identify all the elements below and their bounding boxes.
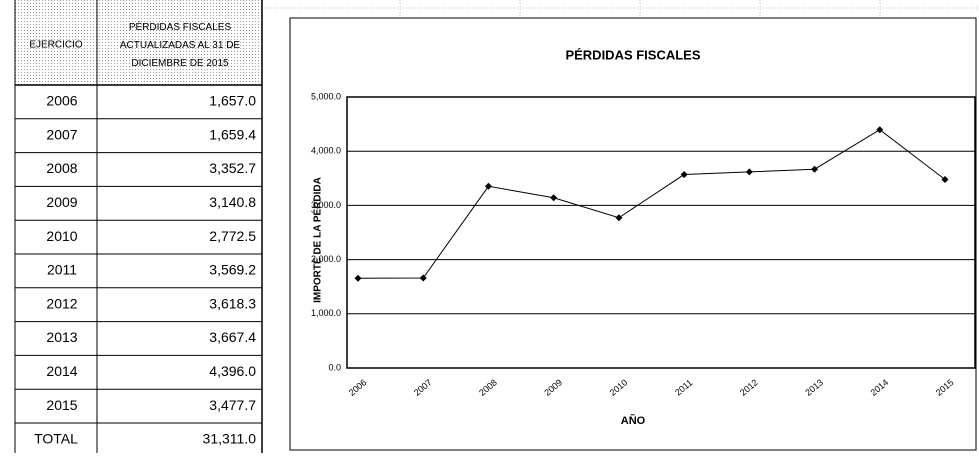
y-tick-label: 3,000.0 [311, 200, 341, 210]
cell-value: 1,659.4 [209, 126, 256, 142]
cell-value: 3,140.8 [209, 194, 256, 210]
data-point [811, 165, 819, 173]
cell-year: 2011 [47, 262, 77, 278]
data-point [941, 176, 949, 184]
cell-year: 2007 [46, 126, 77, 142]
y-tick-label: 5,000.0 [311, 91, 341, 101]
chart-title: PÉRDIDAS FISCALES [565, 47, 700, 62]
header-text: PÉRDIDAS FISCALES ACTUALIZADAS AL 31 DE DI… [120, 20, 241, 69]
y-tick-label: 1,000.0 [311, 308, 341, 318]
header-text: EJERCICIO [29, 40, 83, 51]
sheet-gridlines [262, 0, 979, 18]
data-point [745, 168, 753, 176]
cell-year: 2014 [46, 363, 77, 379]
header-cell [15, 0, 97, 85]
cell-year: 2013 [46, 329, 77, 345]
cell-year: TOTAL [34, 431, 78, 447]
cell-year: 2006 [46, 93, 77, 109]
x-axis-label: AÑO [621, 414, 646, 427]
y-tick-label: 4,000.0 [311, 146, 341, 156]
data-point [484, 182, 492, 190]
cell-value: 3,618.3 [209, 295, 256, 311]
y-tick-label: 2,000.0 [311, 254, 341, 264]
y-axis-label: IMPORTE DE LA PÉRDIDA [311, 177, 324, 303]
data-point [615, 214, 623, 222]
cell-value: 3,569.2 [209, 262, 256, 278]
cell-value: 2,772.5 [209, 228, 256, 244]
cell-year: 2009 [46, 194, 77, 210]
cell-value: 3,477.7 [209, 397, 256, 413]
cell-value: 3,352.7 [209, 160, 256, 176]
data-point [680, 171, 688, 179]
cell-year: 2008 [46, 160, 77, 176]
cell-value: 31,311.0 [203, 431, 257, 447]
cell-value: 1,657.0 [209, 93, 256, 109]
cell-value: 3,667.4 [209, 329, 256, 345]
data-point [354, 274, 362, 282]
chart-frame [289, 17, 977, 451]
cell-year: 2015 [46, 397, 77, 413]
data-point [876, 126, 884, 134]
table: EJERCICIO PÉRDIDAS FISCALES ACTUALIZADAS A… [14, 0, 263, 458]
data-point [550, 194, 558, 202]
cell-value: 4,396.0 [209, 363, 256, 379]
cell-year: 2010 [46, 228, 77, 244]
header-cell [97, 0, 262, 85]
line-series [357, 129, 946, 279]
data-point [419, 274, 427, 282]
y-tick-label: 0.0 [328, 362, 341, 372]
cell-year: 2012 [46, 295, 77, 311]
